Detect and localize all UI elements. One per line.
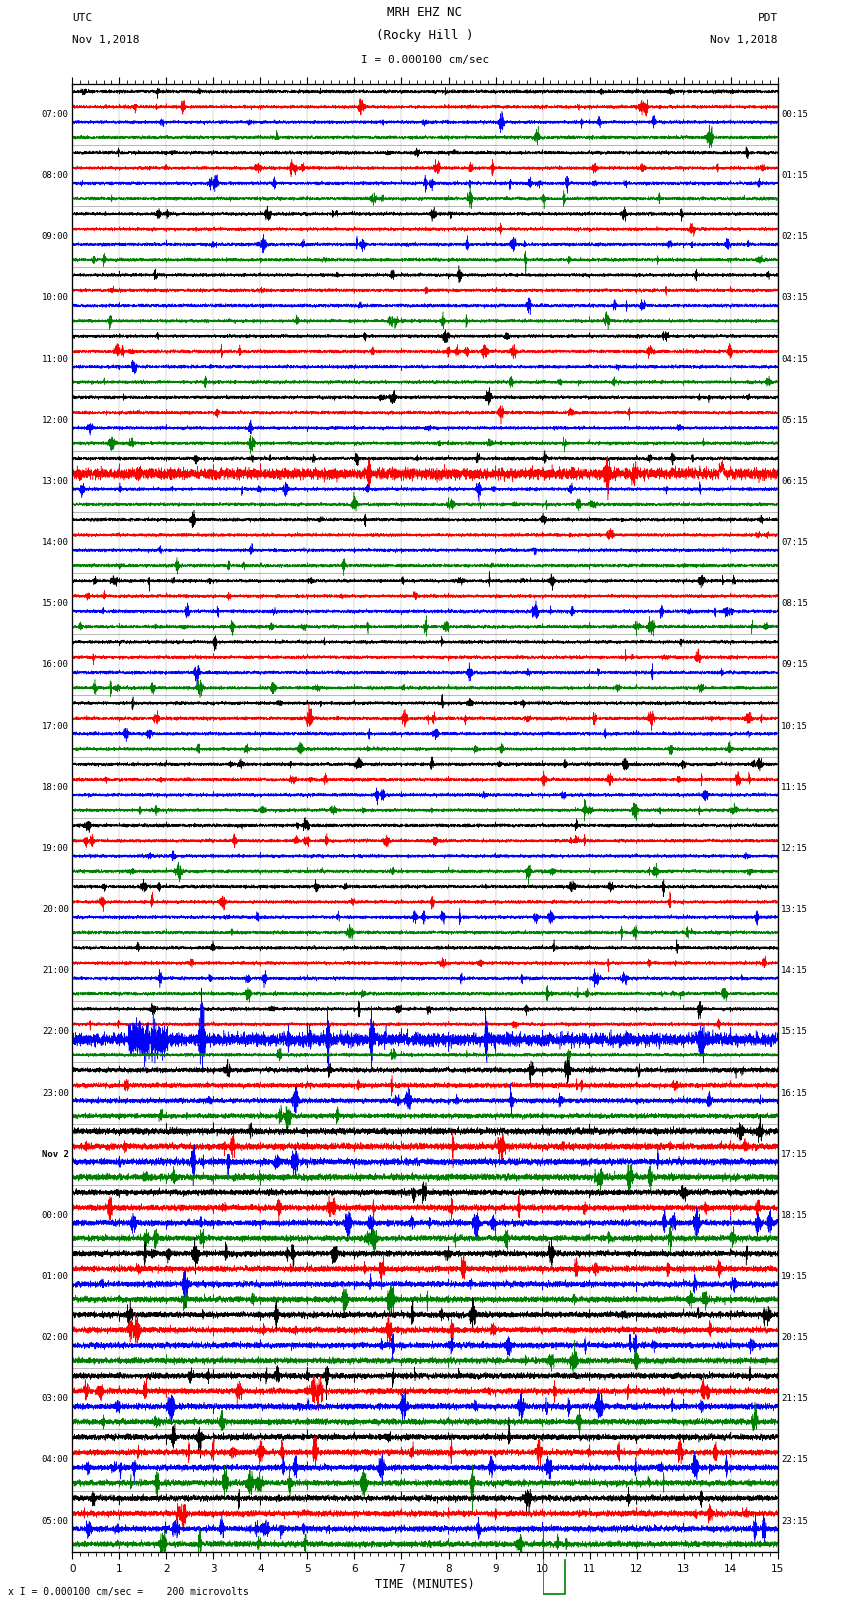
Text: 02:00: 02:00 xyxy=(42,1334,69,1342)
Text: 05:00: 05:00 xyxy=(42,1516,69,1526)
Text: 08:00: 08:00 xyxy=(42,171,69,181)
Text: UTC: UTC xyxy=(72,13,93,23)
Text: 22:00: 22:00 xyxy=(42,1027,69,1036)
Text: Nov 2: Nov 2 xyxy=(42,1150,69,1158)
Text: 10:15: 10:15 xyxy=(781,721,808,731)
Text: 21:15: 21:15 xyxy=(781,1394,808,1403)
Text: 17:15: 17:15 xyxy=(781,1150,808,1158)
Text: 04:15: 04:15 xyxy=(781,355,808,363)
Text: x I = 0.000100 cm/sec =    200 microvolts: x I = 0.000100 cm/sec = 200 microvolts xyxy=(8,1587,249,1597)
Text: 22:15: 22:15 xyxy=(781,1455,808,1465)
Text: 23:00: 23:00 xyxy=(42,1089,69,1097)
Text: 20:00: 20:00 xyxy=(42,905,69,915)
Text: 05:15: 05:15 xyxy=(781,416,808,424)
Text: 15:00: 15:00 xyxy=(42,600,69,608)
Text: 12:15: 12:15 xyxy=(781,844,808,853)
Text: 13:00: 13:00 xyxy=(42,477,69,486)
Text: 03:15: 03:15 xyxy=(781,294,808,302)
Text: 07:00: 07:00 xyxy=(42,110,69,119)
Text: (Rocky Hill ): (Rocky Hill ) xyxy=(377,29,473,42)
Text: 11:00: 11:00 xyxy=(42,355,69,363)
Text: 18:15: 18:15 xyxy=(781,1211,808,1219)
Text: 08:15: 08:15 xyxy=(781,600,808,608)
Text: 18:00: 18:00 xyxy=(42,782,69,792)
Text: 07:15: 07:15 xyxy=(781,539,808,547)
Text: PDT: PDT xyxy=(757,13,778,23)
Text: 01:00: 01:00 xyxy=(42,1273,69,1281)
Text: 12:00: 12:00 xyxy=(42,416,69,424)
Text: 09:15: 09:15 xyxy=(781,660,808,669)
Text: 19:00: 19:00 xyxy=(42,844,69,853)
Text: MRH EHZ NC: MRH EHZ NC xyxy=(388,6,462,19)
Text: 01:15: 01:15 xyxy=(781,171,808,181)
Text: 19:15: 19:15 xyxy=(781,1273,808,1281)
Text: Nov 1,2018: Nov 1,2018 xyxy=(711,35,778,45)
Text: 04:00: 04:00 xyxy=(42,1455,69,1465)
Text: 06:15: 06:15 xyxy=(781,477,808,486)
Text: 00:15: 00:15 xyxy=(781,110,808,119)
Text: 11:15: 11:15 xyxy=(781,782,808,792)
Text: 03:00: 03:00 xyxy=(42,1394,69,1403)
Text: 14:15: 14:15 xyxy=(781,966,808,976)
Text: I = 0.000100 cm/sec: I = 0.000100 cm/sec xyxy=(361,55,489,65)
Text: 14:00: 14:00 xyxy=(42,539,69,547)
X-axis label: TIME (MINUTES): TIME (MINUTES) xyxy=(375,1578,475,1590)
Text: 16:15: 16:15 xyxy=(781,1089,808,1097)
Text: 10:00: 10:00 xyxy=(42,294,69,302)
Text: 09:00: 09:00 xyxy=(42,232,69,242)
Text: 23:15: 23:15 xyxy=(781,1516,808,1526)
Text: Nov 1,2018: Nov 1,2018 xyxy=(72,35,139,45)
Text: 15:15: 15:15 xyxy=(781,1027,808,1036)
Text: 02:15: 02:15 xyxy=(781,232,808,242)
Text: 20:15: 20:15 xyxy=(781,1334,808,1342)
Text: 17:00: 17:00 xyxy=(42,721,69,731)
Text: 21:00: 21:00 xyxy=(42,966,69,976)
Text: 00:00: 00:00 xyxy=(42,1211,69,1219)
Text: 13:15: 13:15 xyxy=(781,905,808,915)
Text: 16:00: 16:00 xyxy=(42,660,69,669)
